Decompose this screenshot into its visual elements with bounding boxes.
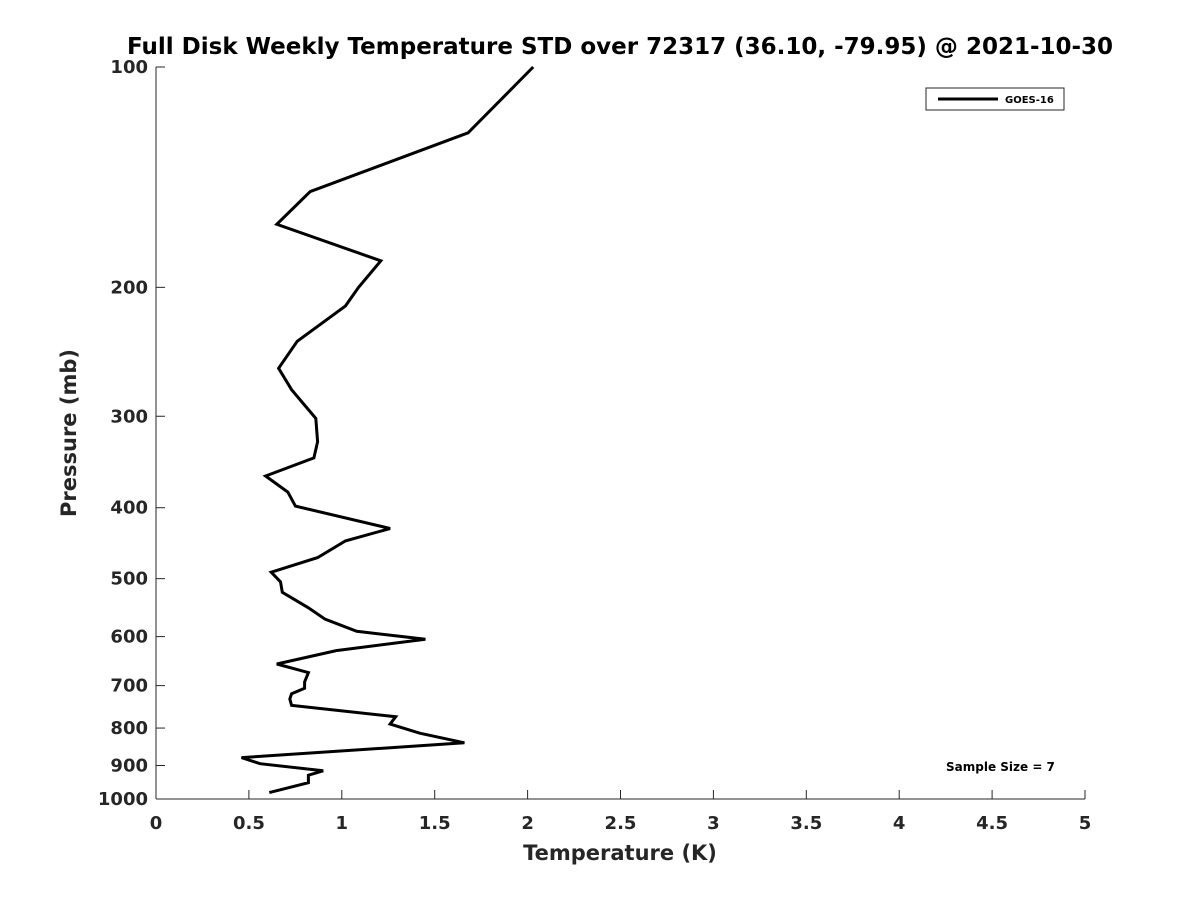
x-tick-label: 4.5 [976,813,1008,834]
x-tick-label: 0 [150,813,163,834]
sample-size-annotation: Sample Size = 7 [946,760,1055,774]
y-tick-label: 900 [110,756,148,777]
x-tick-label: 3 [707,813,720,834]
legend: GOES-16 [925,87,1065,111]
x-tick-label: 3.5 [790,813,822,834]
y-tick-label: 500 [110,569,148,590]
y-tick-label: 800 [110,718,148,739]
series-line-goes-16 [241,65,535,795]
x-tick-label: 1 [336,813,349,834]
x-ticks: 0 0.5 1 1.5 2 2.5 3 3.5 4 4.5 5 [150,790,1092,834]
x-tick-label: 0.5 [233,813,265,834]
x-tick-label: 2.5 [605,813,637,834]
chart-title: Full Disk Weekly Temperature STD over 72… [127,34,1113,60]
y-axis-label: Pressure (mb) [57,349,81,517]
series-group [241,65,535,795]
x-tick-label: 5 [1079,813,1092,834]
x-tick-label: 4 [893,813,906,834]
y-tick-label: 700 [110,676,148,697]
axes [155,67,1085,800]
x-tick-label: 2 [521,813,534,834]
y-tick-label: 600 [110,627,148,648]
y-tick-label: 200 [110,277,148,298]
y-tick-label: 100 [110,57,148,78]
x-tick-label: 1.5 [419,813,451,834]
y-tick-label: 300 [110,406,148,427]
x-axis-label: Temperature (K) [523,841,717,865]
y-tick-label: 1000 [98,789,148,810]
y-tick-label: 400 [110,498,148,519]
y-ticks: 100 200 300 400 500 600 700 800 900 1000 [98,57,165,810]
legend-label: GOES-16 [1005,95,1054,106]
